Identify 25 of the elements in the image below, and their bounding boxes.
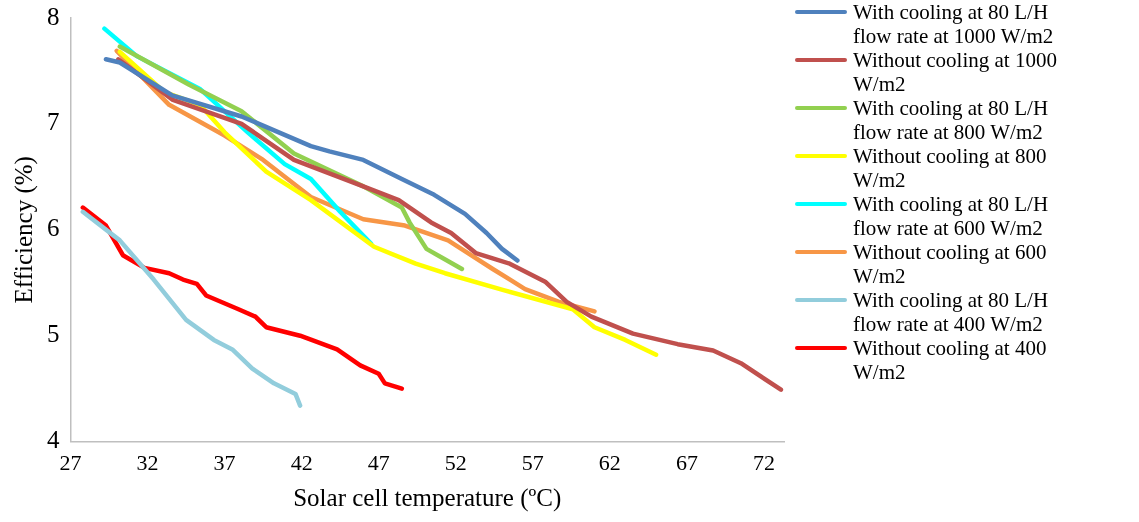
x-tick-label: 47	[367, 449, 390, 475]
x-tick-label: 62	[598, 449, 621, 475]
y-tick-label: 8	[47, 2, 60, 30]
x-tick-label: 32	[136, 449, 159, 475]
legend-label: Without cooling at 600 W/m2	[853, 240, 1048, 288]
x-tick-label: 52	[444, 449, 467, 475]
legend-label: With cooling at 80 L/H flow rate at 800 W/m2	[853, 96, 1050, 144]
legend-label: With cooling at 80 L/H flow rate at 1000 W/m2	[853, 0, 1055, 48]
legend-label: Without cooling at 800 W/m2	[853, 144, 1048, 192]
x-tick-label: 57	[521, 449, 544, 475]
y-tick-label: 6	[47, 214, 60, 242]
x-tick-label: 67	[675, 449, 698, 475]
y-tick-label: 5	[47, 320, 60, 348]
x-tick-label: 37	[213, 449, 236, 475]
x-axis-title: Solar cell temperature (ºC)	[293, 483, 562, 512]
y-axis-title: Efficiency (%)	[9, 156, 38, 304]
legend-label: Without cooling at 400 W/m2	[853, 336, 1048, 384]
x-tick-label: 42	[290, 449, 313, 475]
legend-label: Without cooling at 1000 W/m2	[853, 48, 1058, 96]
legend-label: With cooling at 80 L/H flow rate at 600 W/m2	[853, 192, 1050, 240]
x-tick-label: 72	[752, 449, 775, 475]
x-tick-label: 27	[59, 449, 82, 475]
y-tick-label: 7	[47, 108, 60, 136]
legend-label: With cooling at 80 L/H flow rate at 400 W/m2	[853, 288, 1050, 336]
y-tick-label: 4	[47, 426, 60, 454]
